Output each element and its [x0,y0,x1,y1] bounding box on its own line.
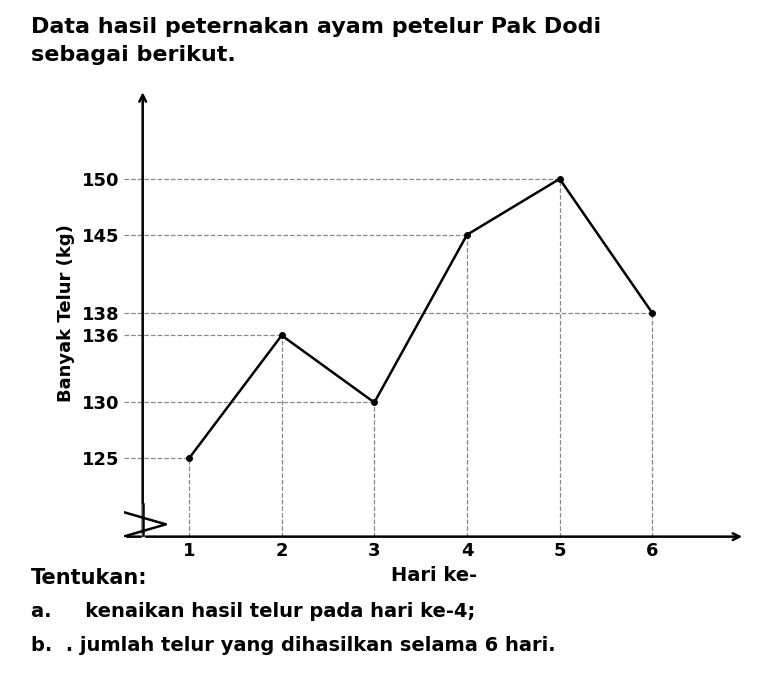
Text: b.  . jumlah telur yang dihasilkan selama 6 hari.: b. . jumlah telur yang dihasilkan selama… [31,636,556,656]
Text: a.     kenaikan hasil telur pada hari ke-4;: a. kenaikan hasil telur pada hari ke-4; [31,602,475,621]
Text: Tentukan:: Tentukan: [31,568,147,588]
Text: Data hasil peternakan ayam petelur Pak Dodi: Data hasil peternakan ayam petelur Pak D… [31,17,601,37]
Y-axis label: Banyak Telur (kg): Banyak Telur (kg) [57,224,74,402]
X-axis label: Hari ke-: Hari ke- [392,566,477,585]
Text: sebagai berikut.: sebagai berikut. [31,45,236,65]
